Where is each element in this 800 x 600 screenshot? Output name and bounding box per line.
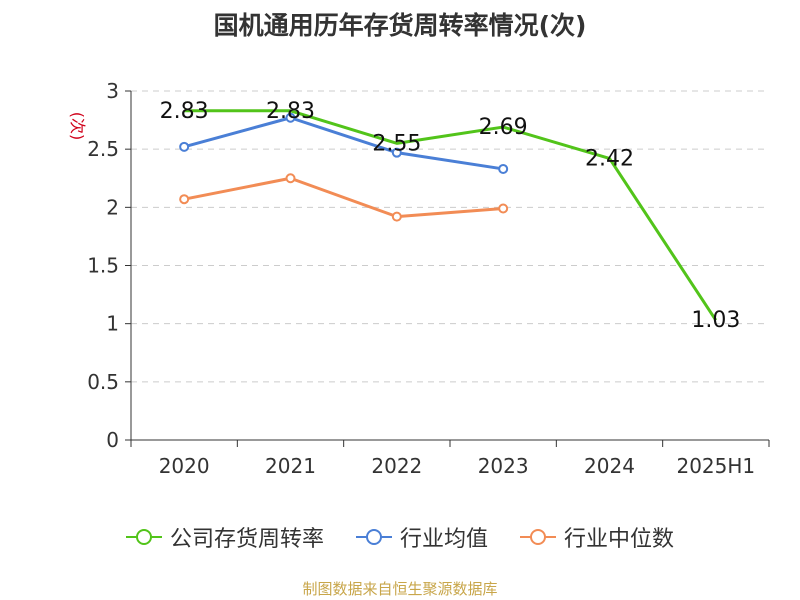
legend[interactable]: 公司存货周转率 行业均值 行业中位数 [0, 521, 800, 553]
data-point [391, 147, 402, 158]
legend-item-industry-mean[interactable]: 行业均值 [355, 521, 488, 553]
y-axis-label: (次) [68, 112, 87, 141]
legend-swatch-industry-mean [355, 529, 392, 545]
data-point [391, 211, 402, 222]
y-tick-label: 0 [106, 428, 119, 452]
data-point [285, 112, 296, 123]
data-label: 2.83 [160, 99, 209, 124]
x-tick-label: 2021 [265, 454, 316, 478]
data-point [179, 194, 190, 205]
legend-label-company: 公司存货周转率 [169, 527, 324, 552]
data-label: 1.03 [691, 308, 740, 333]
x-tick-label: 2024 [584, 454, 635, 478]
y-tick-label: 1 [106, 312, 119, 336]
x-tick-label: 2025H1 [676, 454, 755, 478]
y-tick-label: 2.5 [87, 137, 119, 161]
source-note: 制图数据来自恒生聚源数据库 [302, 580, 498, 598]
chart-title: 国机通用历年存货周转率情况(次) [213, 11, 587, 40]
legend-label-industry-mean: 行业均值 [399, 527, 488, 552]
data-point [498, 163, 509, 174]
series-line-0 [184, 109, 718, 322]
legend-label-industry-median: 行业中位数 [564, 527, 675, 552]
y-tick-label: 1.5 [87, 254, 119, 278]
y-tick-label: 3 [106, 79, 119, 103]
x-tick-label: 2020 [159, 454, 210, 478]
data-label: 2.83 [266, 99, 315, 124]
x-tick-label: 2023 [478, 454, 529, 478]
x-tick-label: 2022 [371, 454, 422, 478]
series-line-2 [183, 176, 504, 219]
legend-swatch-industry-median [520, 529, 556, 545]
series-line-1 [183, 116, 504, 171]
data-point [285, 173, 296, 184]
y-tick-label: 0.5 [87, 370, 119, 394]
data-point [498, 203, 509, 214]
data-label: 2.69 [479, 115, 528, 140]
legend-item-company[interactable]: 公司存货周转率 [125, 521, 324, 553]
data-label: 2.55 [372, 131, 421, 156]
legend-swatch-company [125, 529, 162, 545]
legend-item-industry-median[interactable]: 行业中位数 [520, 521, 674, 553]
data-label: 2.42 [585, 146, 634, 171]
data-point [179, 141, 190, 152]
y-tick-label: 2 [106, 195, 119, 219]
